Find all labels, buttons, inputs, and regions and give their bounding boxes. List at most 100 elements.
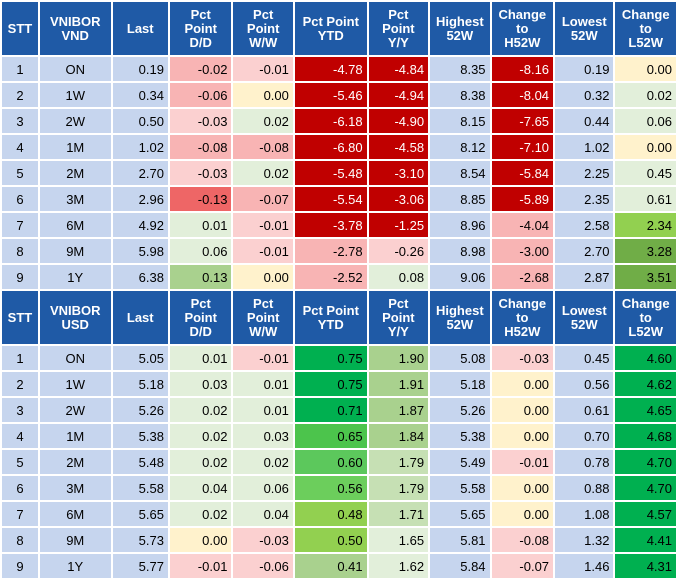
cell-pct-dd: 0.01 [169, 213, 232, 237]
cell-last: 4.92 [112, 213, 168, 237]
cell-last: 0.19 [112, 57, 168, 81]
cell-pct-ytd: -5.54 [294, 187, 367, 211]
cell-pct-ytd: 0.50 [294, 528, 367, 552]
header-term: VNIBOR VND [39, 2, 111, 55]
cell-highest-52w: 8.98 [430, 239, 490, 263]
cell-change-l52w: 4.70 [615, 450, 676, 474]
header-label-line: Point [246, 20, 280, 36]
cell-lowest-52w: 0.19 [555, 57, 614, 81]
cell-last: 5.73 [112, 528, 168, 552]
table-row: 3 2W 0.50 -0.03 0.02 -6.18 -4.90 8.15 -7.65 0.44 0… [2, 109, 676, 133]
cell-term: 3M [39, 476, 111, 500]
cell-highest-52w: 5.49 [430, 450, 490, 474]
cell-lowest-52w: 1.08 [555, 502, 614, 526]
cell-pct-ww: 0.03 [233, 424, 293, 448]
cell-stt: 3 [2, 398, 38, 422]
cell-stt: 6 [2, 187, 38, 211]
header-change-l52w: Change to L52W [615, 2, 676, 55]
cell-stt: 4 [2, 135, 38, 159]
header-label-line: 52W [446, 316, 474, 332]
cell-highest-52w: 5.38 [430, 424, 490, 448]
cell-pct-yy: 1.71 [368, 502, 429, 526]
header-label-line: Pct [253, 295, 274, 311]
cell-term: 6M [39, 502, 111, 526]
header-label-line: H52W [504, 323, 541, 339]
table-row: 9 1Y 6.38 0.13 0.00 -2.52 0.08 9.06 -2.68 2.87 3.5… [2, 265, 676, 289]
cell-term: 1M [39, 135, 111, 159]
header-label-line: L52W [628, 34, 664, 50]
cell-change-h52w: -2.68 [491, 265, 554, 289]
header-row: STT VNIBOR USD Last Pct Point D/D Pct Point W/W Pc… [2, 291, 676, 344]
cell-pct-ww: 0.06 [233, 476, 293, 500]
cell-change-h52w: -8.04 [491, 83, 554, 107]
cell-last: 2.96 [112, 187, 168, 211]
header-label-line: W/W [249, 323, 278, 339]
cell-pct-yy: -1.25 [368, 213, 429, 237]
header-label-line: Point [184, 20, 217, 36]
header-last: Last [112, 2, 168, 55]
header-label-line: 52W [570, 27, 598, 43]
cell-change-l52w: 4.70 [615, 476, 676, 500]
cell-change-h52w: -7.10 [491, 135, 554, 159]
cell-change-l52w: 0.00 [615, 135, 676, 159]
cell-last: 5.98 [112, 239, 168, 263]
header-label-line: YTD [317, 316, 344, 332]
table-row: 8 9M 5.73 0.00 -0.03 0.50 1.65 5.81 -0.08 1.32 4.4… [2, 528, 676, 552]
cell-change-h52w: 0.00 [491, 476, 554, 500]
header-label-line: W/W [249, 34, 278, 50]
header-pct-dd: Pct Point D/D [169, 291, 232, 344]
cell-pct-yy: -4.94 [368, 83, 429, 107]
header-label-line: L52W [628, 323, 664, 339]
cell-pct-ww: -0.07 [233, 187, 293, 211]
header-pct-ww: Pct Point W/W [233, 291, 293, 344]
cell-highest-52w: 8.12 [430, 135, 490, 159]
cell-pct-ytd: 0.75 [294, 372, 367, 396]
cell-term: 2W [39, 109, 111, 133]
cell-last: 5.65 [112, 502, 168, 526]
header-label-line: Highest [435, 302, 484, 318]
cell-term: 1W [39, 372, 111, 396]
cell-change-l52w: 0.00 [615, 57, 676, 81]
header-label-line: VNIBOR [49, 302, 101, 318]
cell-pct-dd: 0.00 [169, 528, 232, 552]
cell-pct-yy: 1.91 [368, 372, 429, 396]
cell-last: 6.38 [112, 265, 168, 289]
header-label-line: Pct [388, 6, 409, 22]
cell-lowest-52w: 0.45 [555, 346, 614, 370]
cell-highest-52w: 5.08 [430, 346, 490, 370]
table-row: 8 9M 5.98 0.06 -0.01 -2.78 -0.26 8.98 -3.00 2.70 3… [2, 239, 676, 263]
cell-change-h52w: -0.08 [491, 528, 554, 552]
cell-pct-dd: -0.06 [169, 83, 232, 107]
cell-change-h52w: -7.65 [491, 109, 554, 133]
cell-pct-dd: 0.06 [169, 239, 232, 263]
cell-change-l52w: 4.41 [615, 528, 676, 552]
cell-change-h52w: -0.03 [491, 346, 554, 370]
header-label-line: Last [126, 20, 154, 36]
header-label-line: to [639, 20, 652, 36]
cell-stt: 8 [2, 528, 38, 552]
header-pct-ww: Pct Point W/W [233, 2, 293, 55]
cell-lowest-52w: 1.32 [555, 528, 614, 552]
cell-pct-ww: -0.01 [233, 57, 293, 81]
cell-lowest-52w: 0.70 [555, 424, 614, 448]
cell-change-h52w: 0.00 [491, 398, 554, 422]
cell-term: 9M [39, 239, 111, 263]
header-lowest-52w: Lowest 52W [555, 2, 614, 55]
header-label-line: VNIBOR [49, 13, 101, 29]
header-label-line: 52W [570, 316, 598, 332]
cell-pct-yy: -4.90 [368, 109, 429, 133]
cell-pct-ww: 0.04 [233, 502, 293, 526]
cell-change-l52w: 2.34 [615, 213, 676, 237]
header-stt: STT [2, 2, 38, 55]
cell-pct-ww: -0.01 [233, 213, 293, 237]
cell-pct-dd: 0.03 [169, 372, 232, 396]
cell-stt: 5 [2, 161, 38, 185]
cell-lowest-52w: 2.35 [555, 187, 614, 211]
cell-term: ON [39, 346, 111, 370]
cell-pct-dd: 0.01 [169, 346, 232, 370]
cell-last: 0.50 [112, 109, 168, 133]
header-label-line: to [639, 309, 652, 325]
cell-term: 2M [39, 161, 111, 185]
header-change-h52w: Change to H52W [491, 291, 554, 344]
